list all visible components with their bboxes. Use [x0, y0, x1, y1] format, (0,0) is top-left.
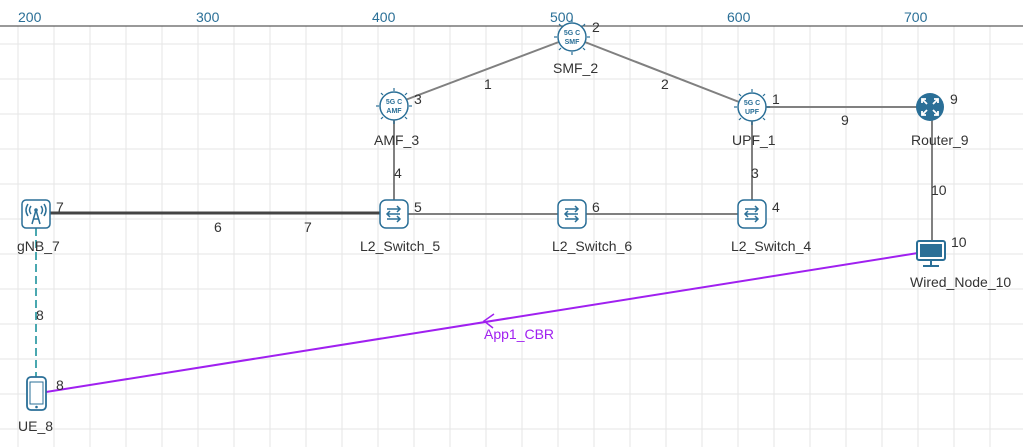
node-router[interactable]: 9 Router_9 — [911, 91, 969, 148]
5gc-upf-icon: 5G C UPF — [734, 89, 770, 125]
node-id: 9 — [950, 91, 958, 107]
5gc-amf-icon: 5G C AMF — [376, 88, 412, 124]
node-label: UE_8 — [18, 418, 53, 434]
node-ue[interactable]: 8 UE_8 — [18, 376, 64, 434]
svg-text:UPF: UPF — [745, 109, 760, 116]
5gc-smf-icon: 5G C SMF — [554, 19, 590, 55]
link-smf-upf[interactable] — [571, 36, 753, 108]
link-label-upf-router: 9 — [841, 112, 849, 128]
phone-icon — [26, 376, 47, 411]
link-labels: 1 2 3 4 6 7 8 9 10 — [36, 76, 947, 323]
monitor-icon — [916, 240, 946, 267]
app-flow-label[interactable]: App1_CBR — [484, 326, 554, 342]
switch-icon — [737, 199, 767, 229]
grid — [0, 26, 1023, 447]
gnb-tower-icon — [21, 199, 51, 229]
node-label: gNB_7 — [17, 238, 60, 254]
svg-text:5G C: 5G C — [386, 99, 402, 106]
link-label-smf-upf: 2 — [661, 76, 669, 92]
link-label-gnb-sw5-a: 6 — [214, 219, 222, 235]
svg-text:5G C: 5G C — [744, 100, 760, 107]
application-flow[interactable]: App1_CBR — [45, 252, 919, 393]
ruler-label-200: 200 — [18, 9, 42, 25]
link-label-amf-sw5: 4 — [394, 165, 402, 181]
link-label-gnb-sw5-b: 7 — [304, 219, 312, 235]
svg-text:SMF: SMF — [565, 39, 581, 46]
node-label: AMF_3 — [374, 132, 419, 148]
node-switch-4[interactable]: 4 L2_Switch_4 — [731, 199, 811, 254]
link-amf-smf[interactable] — [391, 36, 573, 106]
node-label: Router_9 — [911, 132, 969, 148]
ruler-label-500: 500 — [550, 9, 574, 25]
node-switch-5[interactable]: 5 L2_Switch_5 — [360, 199, 440, 254]
node-wired[interactable]: 10 Wired_Node_10 — [910, 234, 1011, 290]
svg-text:5G C: 5G C — [564, 30, 580, 37]
link-label-upf-sw4: 3 — [751, 165, 759, 181]
node-upf[interactable]: 5G C UPF 1 UPF_1 — [732, 89, 780, 148]
link-label-router-wired: 10 — [931, 182, 947, 198]
node-switch-6[interactable]: 6 L2_Switch_6 — [552, 199, 632, 254]
node-label: UPF_1 — [732, 132, 776, 148]
link-label-ue-gnb: 8 — [36, 307, 44, 323]
node-id: 6 — [592, 199, 600, 215]
top-ruler: 200 300 400 500 600 700 — [0, 9, 1023, 27]
links — [35, 36, 933, 378]
node-id: 1 — [772, 91, 780, 107]
node-gnb[interactable]: 7 gNB_7 — [17, 199, 64, 254]
node-id: 5 — [414, 199, 422, 215]
node-label: Wired_Node_10 — [910, 274, 1011, 290]
ruler-label-700: 700 — [904, 9, 928, 25]
node-label: L2_Switch_5 — [360, 238, 440, 254]
ruler-label-300: 300 — [196, 9, 220, 25]
switch-icon — [557, 199, 587, 229]
node-id: 4 — [772, 199, 780, 215]
ruler-label-600: 600 — [727, 9, 751, 25]
node-id: 7 — [56, 199, 64, 215]
node-amf[interactable]: 5G C AMF 3 AMF_3 — [374, 88, 422, 148]
ruler-label-400: 400 — [372, 9, 396, 25]
link-label-amf-smf: 1 — [484, 76, 492, 92]
node-label: L2_Switch_6 — [552, 238, 632, 254]
switch-icon — [379, 199, 409, 229]
router-icon — [916, 93, 944, 121]
node-id: 2 — [592, 19, 600, 35]
node-id: 8 — [56, 377, 64, 393]
node-label: SMF_2 — [553, 60, 598, 76]
node-label: L2_Switch_4 — [731, 238, 811, 254]
node-id: 10 — [951, 234, 967, 250]
svg-text:AMF: AMF — [386, 108, 402, 115]
node-id: 3 — [414, 91, 422, 107]
node-smf[interactable]: 5G C SMF 2 SMF_2 — [553, 19, 600, 76]
